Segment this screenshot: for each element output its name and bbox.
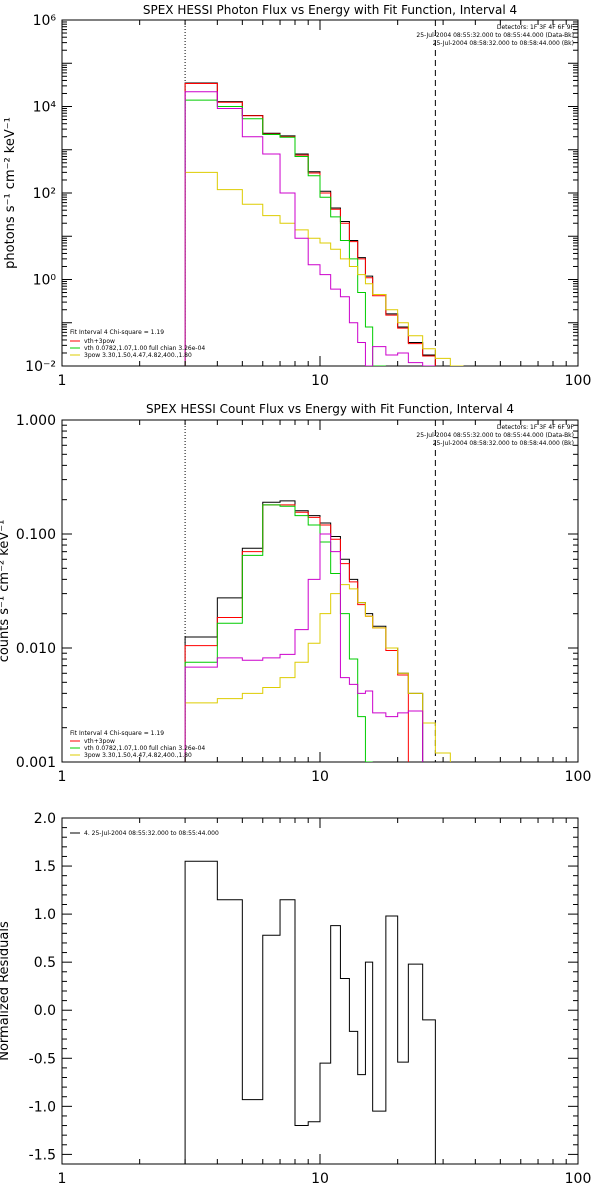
plot-area bbox=[184, 860, 436, 1164]
count-flux-ylabel: counts s⁻¹ cm⁻² keV⁻¹ bbox=[0, 520, 12, 663]
count-flux-legend: Fit Interval 4 Chi-square = 1.19 vth+3po… bbox=[70, 730, 205, 759]
y-tick-label: 10⁶ bbox=[33, 13, 57, 29]
y-tick-label: 2.0 bbox=[34, 811, 56, 827]
residuals-panel: Normalized Residuals 1 10 100 -1.5 -1.0 -0.5 0… bbox=[0, 811, 591, 1187]
bk-interval-text: 25-Jul-2004 08:58:32.000 to 08:58:44.000… bbox=[433, 40, 574, 47]
residuals-legend: 4. 25-Jul-2004 08:55:32.000 to 08:55:44.… bbox=[70, 830, 219, 837]
x-tick-label: 100 bbox=[565, 373, 592, 389]
y-tick-label: -1.0 bbox=[29, 1099, 56, 1115]
x-tick-label: 10 bbox=[311, 373, 329, 389]
x-tick-label: 1 bbox=[58, 769, 67, 785]
y-tick-label: 1.5 bbox=[34, 859, 56, 875]
y-tick-label: 0.001 bbox=[16, 755, 56, 771]
data-interval-text: 25-Jul-2004 08:55:32.000 to 08:55:44.000… bbox=[416, 432, 574, 439]
series-step-line bbox=[184, 171, 464, 366]
series-step-line bbox=[184, 504, 373, 762]
series-step-line bbox=[184, 860, 436, 1164]
count-flux-marks: 1 10 100 0.001 0.010 0.100 1.000 bbox=[16, 413, 591, 785]
y-tick-label: 1.000 bbox=[16, 413, 56, 429]
y-tick-label: 10² bbox=[33, 186, 56, 202]
photon-flux-header: Detectors: 1F 3F 4F 6F 9F 25-Jul-2004 08… bbox=[416, 24, 574, 47]
y-tick-label: 0.100 bbox=[16, 527, 56, 543]
legend-label: vth 0.0782,1.07,1.00 full chian 3.26e-04 bbox=[84, 345, 205, 352]
series-step-line bbox=[184, 91, 436, 366]
series-step-line bbox=[184, 83, 436, 366]
series-step-line bbox=[184, 504, 409, 762]
plot-area bbox=[184, 20, 464, 366]
y-tick-label: -0.5 bbox=[29, 1051, 56, 1067]
count-flux-header: Detectors: 1F 3F 4F 6F 9F 25-Jul-2004 08… bbox=[416, 424, 574, 447]
count-flux-panel: SPEX HESSI Count Flux vs Energy with Fit… bbox=[0, 402, 591, 785]
residuals-ylabel: Normalized Residuals bbox=[0, 921, 12, 1061]
fit-interval-text: Fit Interval 4 Chi-square = 1.19 bbox=[70, 329, 164, 336]
bk-interval-text: 25-Jul-2004 08:58:32.000 to 08:58:44.000… bbox=[433, 440, 574, 447]
series-step-line bbox=[184, 99, 386, 366]
y-tick-label: -1.5 bbox=[29, 1147, 56, 1163]
series-step-line bbox=[184, 500, 424, 762]
photon-flux-panel: SPEX HESSI Photon Flux vs Energy with Fi… bbox=[3, 3, 591, 389]
y-tick-label: 0.0 bbox=[34, 1003, 56, 1019]
y-tick-label: 10⁻² bbox=[25, 359, 56, 375]
series-step-line bbox=[184, 584, 451, 762]
residuals-marks: 1 10 100 -1.5 -1.0 -0.5 0.0 0.5 1.0 1.5 2.0 bbox=[29, 811, 592, 1187]
legend-label: 3pow 3.30,1.50,4.47,4.82,400.,1.80 bbox=[84, 352, 192, 359]
x-tick-label: 1 bbox=[58, 1171, 67, 1187]
detectors-text: Detectors: 1F 3F 4F 6F 9F bbox=[497, 424, 575, 431]
plot-area bbox=[184, 420, 451, 762]
x-tick-label: 10 bbox=[311, 769, 329, 785]
photon-flux-ylabel: photons s⁻¹ cm⁻² keV⁻¹ bbox=[3, 117, 18, 269]
detectors-text: Detectors: 1F 3F 4F 6F 9F bbox=[497, 24, 575, 31]
fit-interval-text: Fit Interval 4 Chi-square = 1.19 bbox=[70, 730, 164, 737]
legend-label: 3pow 3.30,1.50,4.47,4.82,400.,1.80 bbox=[84, 752, 192, 759]
x-tick-label: 1 bbox=[58, 373, 67, 389]
y-tick-label: 1.0 bbox=[34, 907, 56, 923]
y-tick-label: 10⁴ bbox=[33, 100, 57, 116]
data-interval-text: 25-Jul-2004 08:55:32.000 to 08:55:44.000… bbox=[416, 32, 574, 39]
y-tick-label: 0.5 bbox=[34, 955, 56, 971]
y-tick-label: 10⁰ bbox=[33, 273, 57, 289]
legend-label: vth+3pow bbox=[84, 338, 115, 345]
x-tick-label: 100 bbox=[565, 769, 592, 785]
y-tick-label: 0.010 bbox=[16, 641, 56, 657]
count-flux-plot-frame bbox=[61, 419, 579, 763]
x-tick-label: 10 bbox=[311, 1171, 329, 1187]
x-tick-label: 100 bbox=[565, 1171, 592, 1187]
photon-flux-legend: Fit Interval 4 Chi-square = 1.19 vth+3po… bbox=[70, 329, 205, 359]
photon-flux-marks: 1 10 100 10⁻² 10⁰ 10² 10⁴ 10⁶ bbox=[25, 13, 591, 389]
series-step-line bbox=[184, 533, 424, 762]
legend-label: vth 0.0782,1.07,1.00 full chian 3.26e-04 bbox=[84, 745, 205, 752]
photon-flux-title: SPEX HESSI Photon Flux vs Energy with Fi… bbox=[143, 3, 517, 17]
count-flux-title: SPEX HESSI Count Flux vs Energy with Fit… bbox=[146, 402, 514, 416]
legend-label: 4. 25-Jul-2004 08:55:32.000 to 08:55:44.… bbox=[84, 830, 219, 837]
legend-label: vth+3pow bbox=[84, 738, 115, 745]
